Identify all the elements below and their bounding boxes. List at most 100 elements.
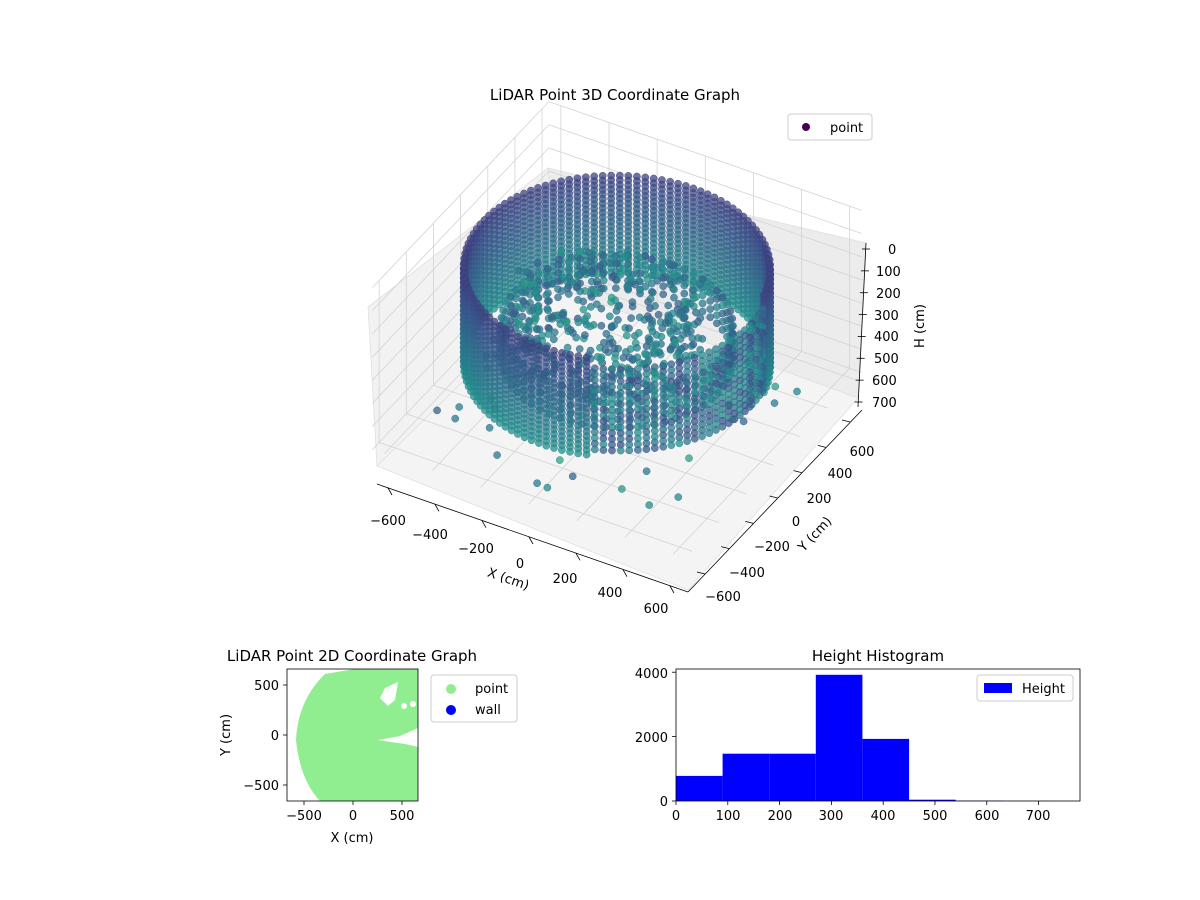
x-tick-label: 600 bbox=[644, 602, 669, 617]
data-point bbox=[648, 327, 657, 336]
data-point bbox=[576, 255, 584, 263]
data-point bbox=[634, 446, 642, 454]
data-point bbox=[667, 441, 676, 450]
z-tick-label: 100 bbox=[876, 265, 901, 280]
gridline bbox=[548, 124, 862, 234]
data-point bbox=[523, 268, 531, 276]
data-point bbox=[692, 293, 700, 301]
data-point bbox=[694, 318, 702, 326]
data-point bbox=[493, 451, 501, 459]
data-point bbox=[574, 318, 583, 327]
data-point bbox=[739, 309, 748, 318]
data-point bbox=[641, 349, 649, 358]
data-point bbox=[664, 301, 673, 310]
data-point bbox=[515, 320, 523, 329]
data-point bbox=[698, 291, 707, 300]
x-tick-label: 200 bbox=[553, 572, 578, 587]
data-point bbox=[559, 311, 568, 319]
data-point bbox=[533, 259, 542, 268]
data-point bbox=[565, 257, 573, 266]
data-point bbox=[627, 314, 635, 322]
x-tick-label: 500 bbox=[923, 809, 948, 824]
data-point bbox=[596, 261, 605, 270]
data-point bbox=[544, 330, 553, 338]
data-point bbox=[558, 446, 566, 454]
data-point bbox=[532, 314, 540, 323]
data-point bbox=[623, 331, 631, 340]
data-point bbox=[659, 290, 668, 299]
y-tick-label: 4000 bbox=[635, 667, 668, 682]
data-point bbox=[563, 343, 572, 352]
data-point bbox=[734, 305, 743, 314]
data-point bbox=[519, 297, 528, 306]
y-tick-label: −200 bbox=[754, 540, 790, 555]
data-point bbox=[608, 273, 617, 281]
data-point bbox=[680, 265, 689, 274]
data-point bbox=[618, 485, 626, 493]
data-point bbox=[514, 430, 522, 438]
data-point bbox=[557, 247, 566, 255]
data-point bbox=[666, 280, 675, 289]
data-point bbox=[593, 352, 602, 361]
y-tick-label: 0 bbox=[271, 729, 279, 744]
data-point bbox=[606, 312, 614, 321]
x-axis-label: X (cm) bbox=[331, 831, 374, 846]
legend-label: wall bbox=[475, 703, 501, 718]
histogram-title: Height Histogram bbox=[812, 647, 944, 665]
data-point bbox=[635, 329, 643, 337]
x-tick-label: 500 bbox=[390, 809, 415, 824]
data-point bbox=[659, 442, 668, 451]
x-tick-label: 300 bbox=[819, 809, 844, 824]
legend-label: point bbox=[830, 121, 863, 136]
data-point bbox=[605, 258, 613, 267]
data-point bbox=[636, 269, 644, 278]
data-point bbox=[690, 434, 699, 443]
data-point bbox=[582, 450, 591, 459]
data-point bbox=[599, 252, 608, 260]
point-region-gap bbox=[410, 701, 416, 707]
data-point bbox=[712, 426, 720, 434]
data-point bbox=[646, 335, 654, 344]
legend-label: Height bbox=[1022, 682, 1065, 697]
data-point bbox=[688, 286, 697, 295]
data-point bbox=[550, 444, 558, 452]
data-point bbox=[665, 313, 674, 322]
data-point bbox=[600, 338, 608, 347]
data-point bbox=[581, 331, 589, 339]
data-point bbox=[629, 355, 637, 363]
chart-3d: LiDAR Point 3D Coordinate Graph −600 −40… bbox=[367, 86, 928, 617]
y-tick-label: −500 bbox=[243, 779, 279, 794]
x-tick-label: 400 bbox=[871, 809, 896, 824]
x-tick-label: 0 bbox=[349, 809, 357, 824]
data-point bbox=[544, 306, 552, 315]
data-point bbox=[607, 322, 616, 331]
data-point bbox=[682, 324, 691, 333]
data-point bbox=[556, 456, 564, 464]
data-point bbox=[718, 325, 727, 334]
data-point bbox=[542, 291, 551, 300]
data-point bbox=[770, 399, 779, 407]
data-point bbox=[680, 289, 689, 298]
z-tick-label: 700 bbox=[872, 396, 897, 411]
data-point bbox=[688, 334, 697, 343]
data-point bbox=[771, 382, 780, 391]
histogram-bar bbox=[769, 753, 816, 801]
data-point bbox=[576, 247, 584, 256]
data-point bbox=[554, 293, 562, 302]
z-tick-label: 200 bbox=[876, 287, 901, 302]
data-point bbox=[575, 345, 584, 353]
data-point bbox=[579, 305, 588, 314]
data-point bbox=[619, 253, 628, 262]
data-point bbox=[659, 282, 668, 291]
chart-3d-title: LiDAR Point 3D Coordinate Graph bbox=[490, 86, 740, 104]
data-point bbox=[521, 288, 530, 297]
data-point bbox=[533, 303, 542, 311]
data-point bbox=[728, 314, 737, 323]
x-tick-label: −600 bbox=[370, 514, 406, 529]
data-point bbox=[512, 286, 520, 295]
z-tick-label: 500 bbox=[874, 352, 899, 367]
data-point bbox=[572, 333, 581, 342]
data-point bbox=[602, 329, 611, 338]
data-point bbox=[575, 270, 583, 279]
